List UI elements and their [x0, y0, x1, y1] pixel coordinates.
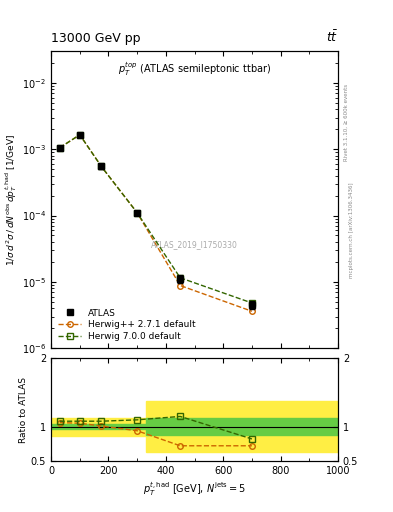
Bar — [146, 418, 338, 435]
Text: 13000 GeV pp: 13000 GeV pp — [51, 32, 141, 45]
Text: mcplots.cern.ch [arXiv:1306.3436]: mcplots.cern.ch [arXiv:1306.3436] — [349, 183, 354, 278]
Text: $t\bar{t}$: $t\bar{t}$ — [326, 30, 338, 45]
Y-axis label: $1/\sigma\,d^2\sigma\,/\,dN^{\rm obs}\,dp_T^{t,{\rm had}}$ [1/GeV]: $1/\sigma\,d^2\sigma\,/\,dN^{\rm obs}\,d… — [4, 134, 19, 266]
Text: ATLAS_2019_I1750330: ATLAS_2019_I1750330 — [151, 240, 238, 249]
Text: $p_T^{top}$ (ATLAS semileptonic ttbar): $p_T^{top}$ (ATLAS semileptonic ttbar) — [118, 60, 271, 78]
Y-axis label: Ratio to ATLAS: Ratio to ATLAS — [19, 377, 28, 442]
Bar — [146, 401, 338, 452]
X-axis label: $p_T^{t,{\rm had}}$ [GeV], $N^{\rm jets} = 5$: $p_T^{t,{\rm had}}$ [GeV], $N^{\rm jets}… — [143, 481, 246, 498]
Text: Rivet 3.1.10, ≥ 600k events: Rivet 3.1.10, ≥ 600k events — [344, 84, 349, 161]
Legend: ATLAS, Herwig++ 2.7.1 default, Herwig 7.0.0 default: ATLAS, Herwig++ 2.7.1 default, Herwig 7.… — [55, 306, 198, 344]
Bar — [51, 418, 146, 436]
Bar — [51, 424, 146, 430]
